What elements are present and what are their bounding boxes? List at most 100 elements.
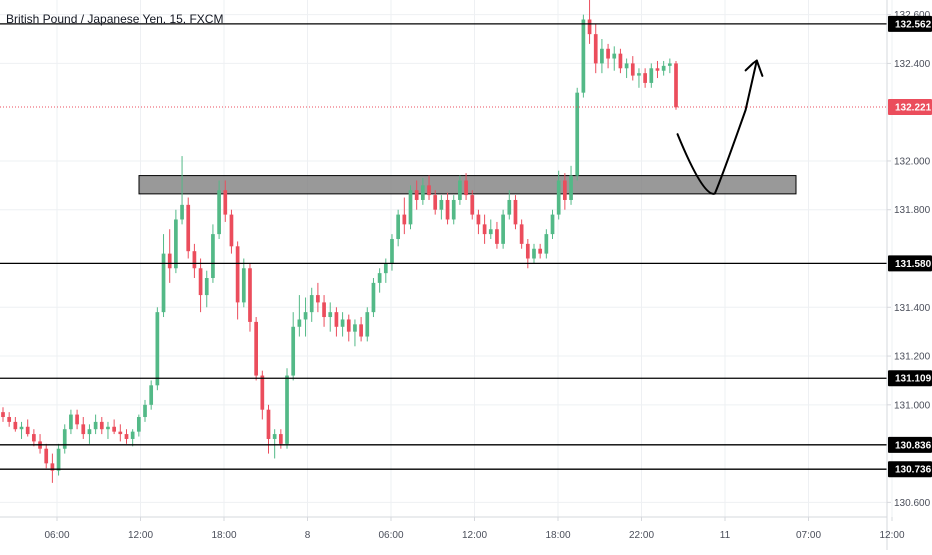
level-price-label: 131.580 bbox=[895, 259, 932, 270]
candle-body bbox=[235, 246, 240, 303]
candle-body bbox=[241, 268, 246, 303]
price-axis[interactable]: 130.600 131.000 131.200 131.400 131.800 132.0… bbox=[886, 0, 932, 550]
candle-body bbox=[439, 199, 444, 210]
candle bbox=[353, 319, 357, 347]
candle bbox=[402, 197, 407, 235]
candle-body bbox=[328, 312, 333, 318]
candle bbox=[254, 317, 258, 381]
candle bbox=[661, 60, 666, 76]
candle bbox=[297, 295, 302, 337]
candle bbox=[532, 243, 536, 264]
candle bbox=[50, 453, 55, 483]
candle bbox=[600, 39, 604, 74]
candle-body bbox=[606, 48, 610, 59]
candle-body bbox=[303, 312, 308, 320]
candle-body bbox=[630, 63, 635, 76]
candle bbox=[396, 209, 401, 247]
candle-body bbox=[532, 248, 536, 259]
candle bbox=[93, 414, 98, 435]
candle bbox=[19, 421, 24, 439]
candle bbox=[136, 414, 141, 437]
current-price-tag bbox=[888, 99, 932, 116]
candle-body bbox=[655, 68, 660, 71]
candle bbox=[118, 424, 123, 442]
candle bbox=[278, 429, 283, 449]
candle-body bbox=[322, 302, 326, 318]
candle-body bbox=[519, 224, 524, 244]
candle-body bbox=[285, 375, 289, 444]
candle bbox=[612, 46, 617, 71]
candle bbox=[303, 297, 308, 337]
candle-body bbox=[99, 421, 104, 430]
candle bbox=[204, 270, 209, 308]
candle-body bbox=[186, 204, 191, 252]
candle-body bbox=[612, 53, 617, 59]
candle bbox=[248, 263, 252, 332]
candle-body bbox=[346, 319, 351, 332]
candle bbox=[618, 48, 623, 74]
x-tick-label: 12:00 bbox=[128, 530, 153, 541]
candle-body bbox=[421, 185, 425, 200]
y-tick-label: 130.600 bbox=[894, 498, 931, 509]
candle-body bbox=[501, 214, 505, 244]
candle bbox=[359, 317, 363, 342]
candle-body bbox=[525, 243, 530, 259]
candle-body bbox=[464, 180, 468, 196]
candle bbox=[340, 312, 345, 337]
x-tick-label: 06:00 bbox=[378, 530, 403, 541]
candle-body bbox=[402, 214, 407, 225]
candle bbox=[544, 229, 549, 259]
candle bbox=[328, 302, 333, 332]
candle-body bbox=[556, 180, 561, 215]
time-axis[interactable]: 06:00 12:00 18:00 8 06:00 12:00 18:00 22:00 11 07… bbox=[0, 516, 905, 541]
candle-body bbox=[445, 199, 450, 220]
candle bbox=[674, 60, 678, 110]
candle-body bbox=[309, 295, 314, 313]
candle-body bbox=[124, 434, 129, 439]
candle bbox=[587, 0, 592, 44]
candle-body bbox=[458, 180, 462, 200]
candle-body bbox=[371, 282, 376, 313]
candle-body bbox=[427, 185, 431, 196]
level-price-tag bbox=[888, 255, 932, 272]
candle bbox=[538, 243, 543, 259]
candle bbox=[99, 417, 104, 435]
candle-body bbox=[7, 417, 12, 422]
candle bbox=[124, 429, 129, 444]
candle bbox=[106, 421, 110, 439]
candle bbox=[130, 429, 135, 447]
x-tick-label: 06:00 bbox=[44, 530, 69, 541]
candle-body bbox=[19, 426, 24, 430]
candle bbox=[75, 409, 79, 430]
candle bbox=[464, 173, 468, 200]
candle bbox=[161, 234, 166, 318]
candle bbox=[174, 209, 178, 274]
candle-body bbox=[192, 251, 197, 269]
candle-body bbox=[297, 319, 302, 327]
candle bbox=[149, 380, 154, 410]
candle bbox=[309, 287, 314, 322]
candle bbox=[346, 314, 351, 342]
candle-body bbox=[25, 426, 30, 435]
candle bbox=[334, 307, 339, 337]
candle bbox=[501, 209, 505, 249]
candle-body bbox=[587, 19, 592, 35]
candle-body bbox=[118, 431, 123, 435]
x-tick-label: 18:00 bbox=[211, 530, 236, 541]
candle bbox=[180, 156, 184, 225]
candle bbox=[495, 221, 499, 249]
candle-body bbox=[291, 326, 296, 376]
candle-body bbox=[488, 229, 493, 235]
candle-body bbox=[75, 414, 79, 425]
candle-body bbox=[211, 234, 215, 279]
candle-body bbox=[254, 321, 258, 376]
forecast-drawing bbox=[676, 59, 764, 195]
candle bbox=[575, 87, 580, 181]
candle bbox=[272, 429, 277, 459]
y-tick-label: 131.800 bbox=[894, 205, 931, 216]
candle-body bbox=[433, 195, 438, 210]
candle bbox=[322, 295, 326, 327]
x-tick-label: 12:00 bbox=[879, 530, 904, 541]
candle-body bbox=[513, 199, 518, 225]
